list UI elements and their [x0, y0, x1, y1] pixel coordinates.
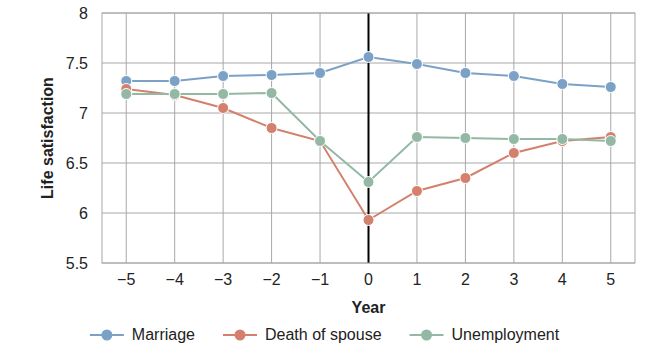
y-tick-label: 6: [79, 205, 88, 222]
legend-marker: [421, 330, 432, 341]
y-tick-label: 6.5: [66, 155, 88, 172]
series-point: [266, 70, 277, 81]
x-tick-label: −2: [262, 271, 280, 288]
x-grid-line: [126, 13, 127, 263]
y-tick-label: 8: [79, 5, 88, 22]
series-point: [605, 136, 616, 147]
legend-marker: [235, 330, 246, 341]
series-point: [218, 71, 229, 82]
series-point: [460, 68, 471, 79]
series-point: [218, 103, 229, 114]
y-tick-label: 5.5: [66, 255, 88, 272]
legend-label: Unemployment: [452, 326, 560, 343]
series-group: [121, 52, 617, 226]
series-point: [315, 68, 326, 79]
x-tick-label: −4: [166, 271, 184, 288]
x-tick-label: −5: [117, 271, 135, 288]
series-point: [411, 132, 422, 143]
legend-label: Marriage: [132, 326, 195, 343]
series-point: [411, 59, 422, 70]
series-point: [169, 89, 180, 100]
series-point: [363, 215, 374, 226]
x-tick-label: 4: [558, 271, 567, 288]
series-point: [557, 79, 568, 90]
series-point: [411, 186, 422, 197]
y-axis-label: Life satisfaction: [39, 77, 56, 199]
series-point: [557, 134, 568, 145]
x-tick-label: −1: [311, 271, 329, 288]
legend-label: Death of spouse: [265, 326, 382, 343]
series-line: [126, 89, 611, 220]
series-point: [315, 136, 326, 147]
x-tick-label: 3: [509, 271, 518, 288]
series-point: [508, 148, 519, 159]
series-point: [315, 136, 326, 147]
x-grid-line: [223, 13, 224, 263]
x-grid-line: [271, 13, 272, 263]
series-point: [363, 52, 374, 63]
series-point: [266, 123, 277, 134]
legend: Marriage Death of spouse Unemployment: [90, 326, 560, 343]
series-point: [218, 89, 229, 100]
x-tick-label: 1: [413, 271, 422, 288]
series-point: [508, 134, 519, 145]
x-tick-label: −3: [214, 271, 232, 288]
series-point: [121, 89, 132, 100]
y-tick-label: 7.5: [66, 55, 88, 72]
series-point: [460, 173, 471, 184]
legend-marker: [101, 330, 112, 341]
series-line: [126, 93, 611, 182]
series-point: [363, 177, 374, 188]
series-point: [169, 90, 180, 101]
x-grid-line: [174, 13, 175, 263]
x-tick-label: 5: [606, 271, 615, 288]
y-tick-label: 7: [79, 105, 88, 122]
plot-frame: [102, 13, 635, 263]
chart: 5.5 6 6.5 7 7.5 8 −5 −4 −3 −2 −1 0 1 2 3 4 5 Year Life sat…: [0, 0, 649, 354]
series-point: [460, 133, 471, 144]
x-tick-label: 2: [461, 271, 470, 288]
series-point: [508, 71, 519, 82]
series-point: [266, 88, 277, 99]
series-point: [605, 82, 616, 93]
x-axis-label: Year: [352, 299, 386, 316]
series-point: [169, 76, 180, 87]
x-tick-label: 0: [364, 271, 373, 288]
